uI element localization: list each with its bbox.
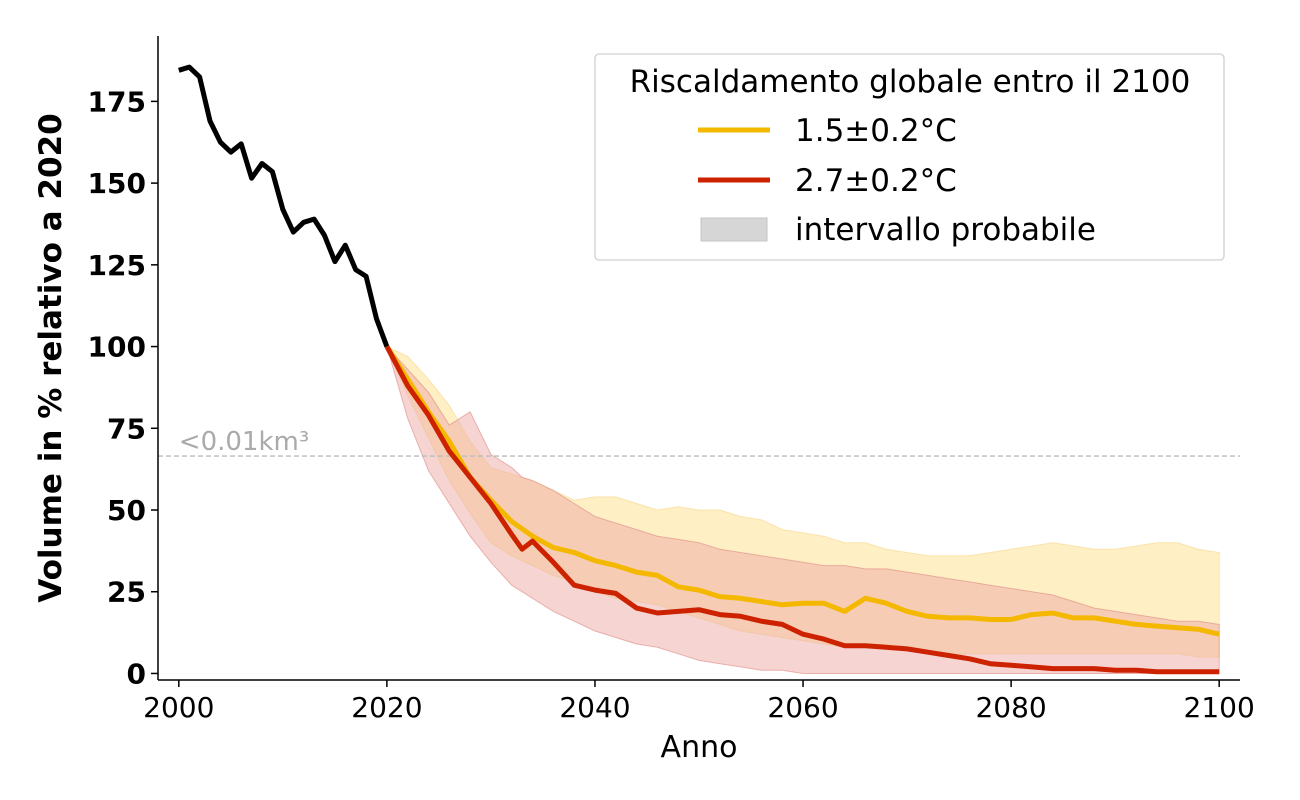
series-line-2-7 [384, 345, 1220, 675]
series-line-1-5 [384, 345, 1220, 637]
legend-label-range: intervallo probabile [795, 212, 1096, 248]
x-tick-label: 2060 [767, 691, 838, 724]
likely-range-bands [385, 345, 1220, 674]
legend-label-2-7: 2.7±0.2°C [795, 163, 957, 199]
y-tick-label: 175 [88, 85, 146, 118]
x-tick-label: 2100 [1184, 691, 1255, 724]
series-lines [178, 64, 1220, 675]
x-tick-label: 2020 [351, 691, 422, 724]
legend: Riscaldamento globale entro il 2100 1.5±… [594, 53, 1225, 261]
legend-swatch-range [700, 217, 768, 242]
axes: 2000 2020 2040 2060 2080 2100 0 25 50 75 100 125 150… [88, 36, 1255, 724]
legend-title: Riscaldamento globale entro il 2100 [630, 64, 1191, 100]
y-tick-label: 25 [107, 576, 146, 609]
y-tick-label: 50 [107, 494, 146, 527]
legend-box [594, 53, 1225, 261]
y-tick-label: 0 [127, 657, 146, 690]
x-axis-label: Anno [661, 730, 738, 765]
reference-threshold-label: <0.01km³ [179, 427, 309, 457]
x-tick-label: 2040 [559, 691, 630, 724]
x-tick-label: 2080 [975, 691, 1046, 724]
y-axis-label: Volume in % relativo a 2020 [33, 113, 69, 602]
y-tick-label: 100 [88, 331, 146, 364]
likely-range-band-2-7 [386, 346, 1220, 674]
x-tick-label: 2000 [143, 691, 214, 724]
y-tick-label: 75 [107, 412, 146, 445]
y-tick-label: 125 [88, 249, 146, 282]
legend-label-1-5: 1.5±0.2°C [795, 113, 957, 149]
y-tick-label: 150 [88, 167, 146, 200]
historical-line [178, 64, 390, 348]
